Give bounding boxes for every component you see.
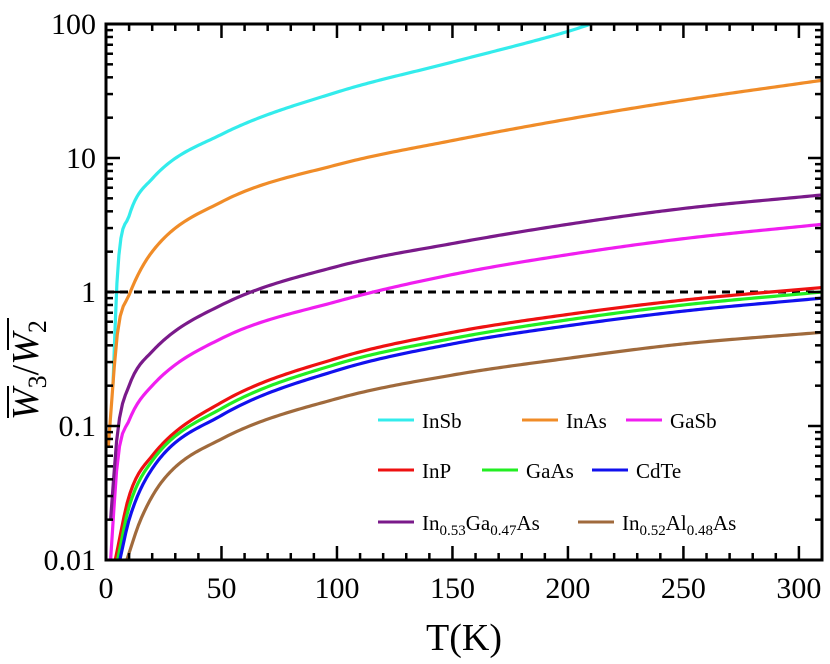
legend-label-part: As (517, 511, 540, 535)
x-tick-label: 100 (314, 572, 359, 605)
y-title-separator: / (5, 364, 47, 375)
legend-label: InAs (566, 409, 607, 433)
legend-label-part: Ga (466, 511, 491, 535)
legend-label: In0.52Al0.48As (622, 511, 736, 539)
x-tick-label: 200 (545, 572, 590, 605)
plot-frame (104, 22, 824, 562)
y-tick-label: 10 (66, 142, 96, 175)
series-line-in0-53ga0-47as (109, 193, 822, 520)
x-tick-label: 300 (776, 572, 821, 605)
legend-label: In0.53Ga0.47As (422, 511, 540, 539)
y-tick-label: 1 (81, 276, 96, 309)
legend-label-part: In (622, 511, 640, 535)
legend-label: GaAs (526, 459, 574, 483)
legend-label-part: As (713, 511, 736, 535)
y-tick-labels: 0.01 0.1 1 10 100 (44, 8, 97, 577)
series-line-inas (106, 78, 822, 447)
legend-label-subscript: 0.48 (687, 523, 713, 539)
legend-label: InSb (422, 409, 462, 433)
x-tick-labels: 0 50 100 150 200 250 300 (99, 572, 822, 605)
series-line-cdte (118, 296, 822, 560)
x-tick-label: 50 (206, 572, 236, 605)
x-tick-label: 150 (430, 572, 475, 605)
legend-label-part: In (422, 511, 440, 535)
y-axis-title: W3/W2 (5, 318, 52, 420)
y-title-denominator-sub: 2 (23, 320, 52, 333)
series-line-gaas (115, 290, 822, 560)
series-line-gasb (109, 222, 822, 560)
series-layer (106, 24, 822, 560)
legend-label: InP (422, 459, 451, 483)
legend-label-subscript: 0.47 (490, 523, 517, 539)
x-tick-label: 250 (661, 572, 706, 605)
y-title-numerator-sub: 3 (23, 375, 52, 388)
y-tick-label: 0.01 (44, 544, 97, 577)
legend-label: CdTe (636, 459, 681, 483)
x-tick-label: 0 (99, 572, 114, 605)
series-line-insb (111, 24, 592, 386)
y-tick-label: 100 (51, 8, 96, 41)
legend-label-part: Al (666, 511, 687, 535)
y-title-numerator: W (5, 385, 47, 420)
y-tick-label: 0.1 (59, 410, 97, 443)
legend-label-subscript: 0.52 (640, 523, 666, 539)
x-axis-title: T(K) (426, 617, 502, 659)
series-line-in0-52al0-48as (125, 330, 822, 560)
legend-label-subscript: 0.53 (440, 523, 466, 539)
series-line-inp (113, 285, 822, 560)
legend-label: GaSb (670, 409, 717, 433)
y-title-text: W3/W2 (5, 320, 52, 420)
y-title-denominator: W (5, 330, 47, 365)
